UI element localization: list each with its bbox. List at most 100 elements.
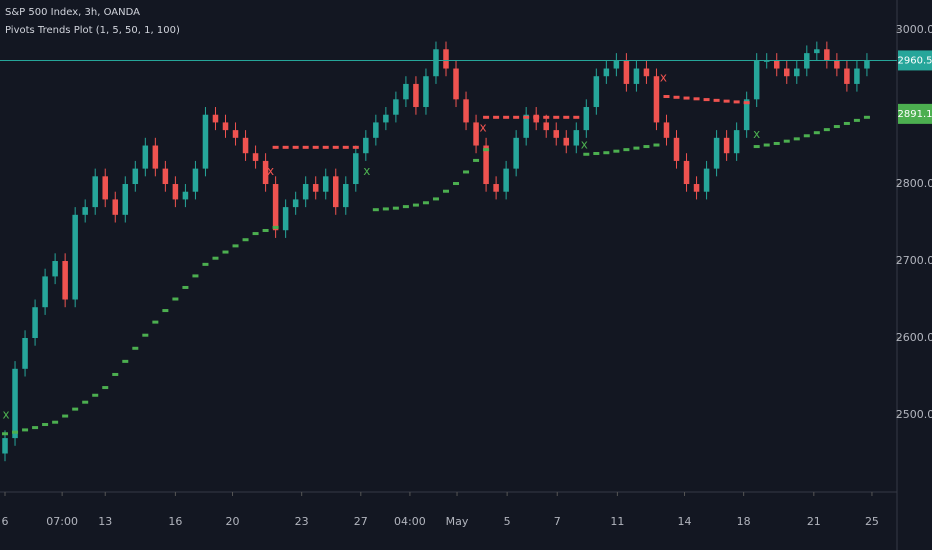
candle-body — [332, 176, 339, 208]
trail-point — [282, 145, 289, 149]
candle-body — [673, 137, 680, 161]
candle-body — [122, 184, 129, 215]
trail-point — [633, 146, 640, 150]
trail-point — [813, 131, 820, 135]
trail-point — [372, 208, 379, 212]
x-tick-label: 11 — [610, 515, 624, 528]
trail-point — [703, 98, 710, 102]
candle-body — [262, 160, 269, 185]
candle-body — [593, 76, 600, 108]
candle-body — [343, 184, 349, 208]
trail-point — [843, 121, 850, 125]
trail-point — [422, 201, 429, 205]
price-label-box — [898, 103, 932, 124]
candle-body — [663, 122, 670, 138]
candle-body — [82, 207, 88, 215]
candle-body — [172, 184, 179, 200]
y-tick-label: 2800.0 — [896, 177, 932, 190]
trail-point — [312, 145, 319, 149]
candle-body — [513, 137, 519, 169]
candle-body — [583, 107, 590, 131]
trail-point — [663, 95, 670, 99]
trail-point — [833, 125, 840, 129]
trail-point — [192, 274, 199, 278]
trail-point — [152, 320, 159, 324]
trail-point — [793, 137, 800, 141]
candle-body — [282, 207, 289, 231]
trail-point — [553, 115, 560, 119]
trail-point — [172, 297, 179, 301]
price-label: 2960.5 — [898, 55, 932, 66]
x-tick-label: 7 — [554, 515, 561, 528]
trail-point — [543, 115, 550, 119]
trail-point — [753, 145, 760, 149]
trail-point — [272, 145, 279, 149]
trail-point — [2, 432, 9, 436]
candle-body — [32, 307, 38, 339]
candle-body — [503, 168, 509, 192]
x-tick-label: 21 — [807, 515, 821, 528]
candle-body — [242, 137, 249, 154]
x-tick-label: 25 — [865, 515, 879, 528]
candle-body — [613, 60, 620, 69]
candle-body — [232, 130, 239, 138]
trail-point — [643, 145, 650, 149]
trail-point — [723, 99, 730, 103]
candle-body — [463, 99, 469, 123]
trail-point — [432, 197, 439, 201]
trail-point — [72, 407, 79, 411]
candle-body — [433, 49, 439, 77]
candle-body — [773, 60, 780, 69]
x-tick-label: 18 — [737, 515, 751, 528]
trail-point — [42, 423, 49, 427]
trail-point — [162, 309, 169, 313]
candle-body — [483, 145, 489, 185]
trail-point — [563, 115, 570, 119]
candle-body — [302, 184, 309, 200]
trail-point — [863, 115, 870, 119]
price-label-box — [898, 50, 932, 71]
trail-point — [52, 420, 59, 424]
candle-body — [252, 153, 259, 161]
candle-body — [152, 145, 159, 169]
candle-body — [192, 168, 199, 192]
pivot-marker: x — [267, 164, 274, 178]
candle-body — [112, 199, 119, 215]
candle-body — [92, 176, 98, 208]
candle-body — [713, 137, 720, 169]
trail-point — [12, 430, 19, 434]
trail-point — [453, 182, 460, 186]
candle-body — [312, 184, 319, 192]
trail-point — [483, 148, 490, 152]
candle-body — [633, 68, 640, 84]
candle-body — [2, 438, 8, 454]
candle-body — [403, 83, 409, 100]
trail-point — [402, 205, 409, 209]
price-label: 2891.1 — [898, 109, 932, 120]
candle-body — [623, 60, 630, 84]
candle-body — [102, 176, 108, 200]
x-tick-label: 23 — [295, 515, 309, 528]
trail-point — [252, 232, 259, 236]
x-tick-label: 20 — [226, 515, 240, 528]
trail-point — [693, 97, 700, 101]
pivot-marker: x — [753, 127, 760, 141]
trail-point — [653, 143, 660, 147]
x-tick-label: 07:00 — [46, 515, 78, 528]
trail-point — [463, 170, 470, 174]
candle-body — [162, 168, 169, 185]
candle-body — [353, 153, 359, 185]
trail-point — [22, 428, 29, 432]
x-tick-label: 5 — [504, 515, 511, 528]
trail-point — [473, 158, 480, 162]
candle-body — [723, 137, 730, 154]
trail-point — [493, 115, 500, 119]
candle-body — [62, 261, 68, 300]
y-tick-label: 3000.0 — [896, 23, 932, 36]
x-tick-label: 6 — [2, 515, 9, 528]
trail-point — [292, 145, 299, 149]
candle-body — [834, 60, 840, 69]
trail-point — [683, 96, 690, 100]
